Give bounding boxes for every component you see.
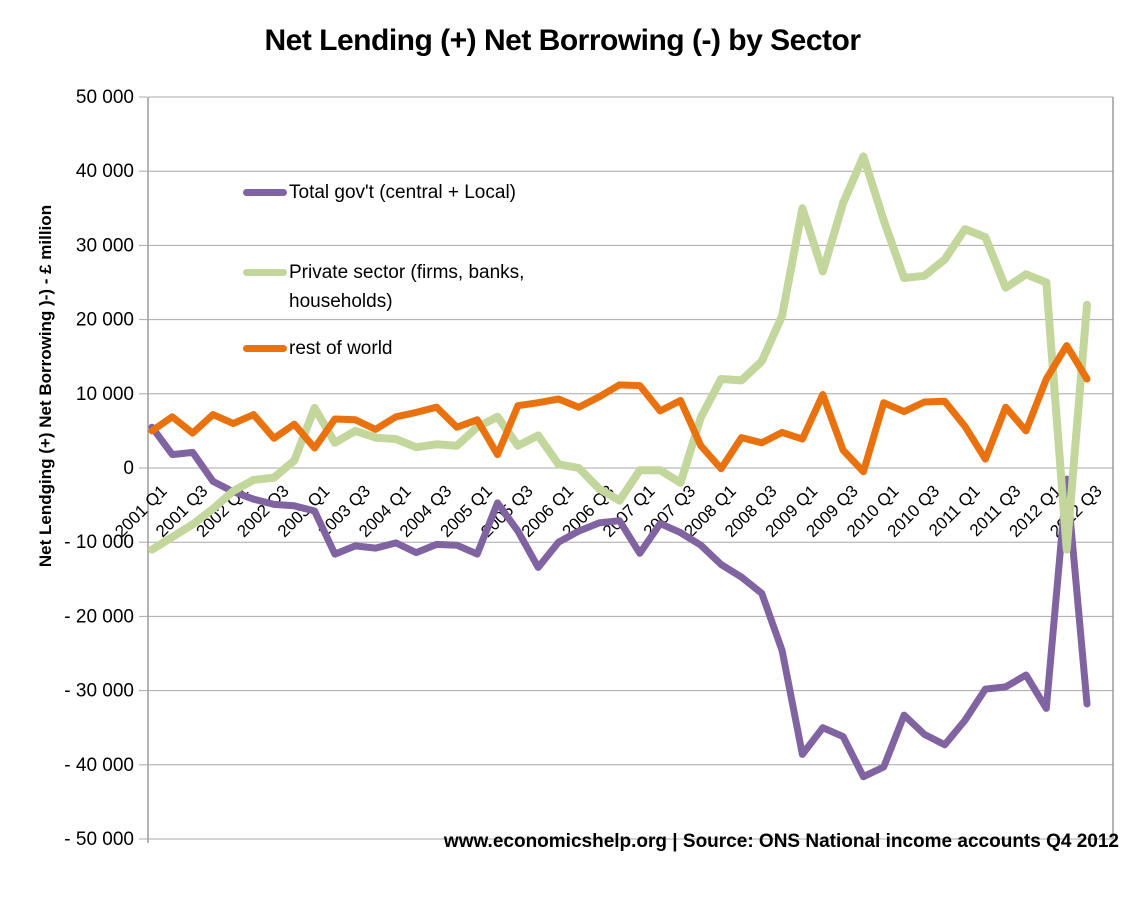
svg-text:50 000: 50 000 (76, 87, 134, 108)
legend-label-private-sector: Private sector (firms, banks, households… (289, 262, 525, 312)
svg-text:- 30 000: - 30 000 (64, 681, 134, 702)
legend-label-rest-of-world: rest of world (289, 338, 393, 359)
svg-text:- 40 000: - 40 000 (64, 755, 134, 776)
svg-text:- 20 000: - 20 000 (64, 606, 134, 627)
legend-item-rest-of-world: rest of world (243, 334, 392, 363)
legend-label-total-govt: Total gov't (central + Local) (289, 182, 516, 203)
axis-lines (147, 97, 1114, 843)
svg-text:30 000: 30 000 (76, 235, 134, 256)
svg-text:20 000: 20 000 (76, 310, 134, 331)
svg-text:40 000: 40 000 (76, 161, 134, 182)
legend-item-total-govt: Total gov't (central + Local) (243, 178, 516, 207)
svg-text:- 50 000: - 50 000 (64, 829, 134, 850)
series-line-0 (148, 423, 1091, 781)
svg-text:0: 0 (123, 458, 134, 479)
svg-text:- 10 000: - 10 000 (64, 532, 134, 553)
gridlines (139, 96, 1113, 840)
y-axis-tick-labels: 50 000 40 000 30 000 20 000 10 000 0 - 10 000 -… (64, 87, 134, 850)
legend-item-private-sector: Private sector (firms, banks, households… (243, 258, 581, 316)
private-sector-line-swatch (243, 269, 287, 276)
series-line-2 (148, 342, 1091, 476)
rest-of-world-line-swatch (243, 345, 287, 352)
source-note: www.economicshelp.org | Source: ONS Nati… (443, 831, 1119, 852)
svg-text:10 000: 10 000 (76, 384, 134, 405)
chart-title: Net Lending (+) Net Borrowing (-) by Sec… (264, 24, 861, 57)
total-govt-line-swatch (243, 189, 287, 196)
series-line-1 (148, 152, 1091, 554)
